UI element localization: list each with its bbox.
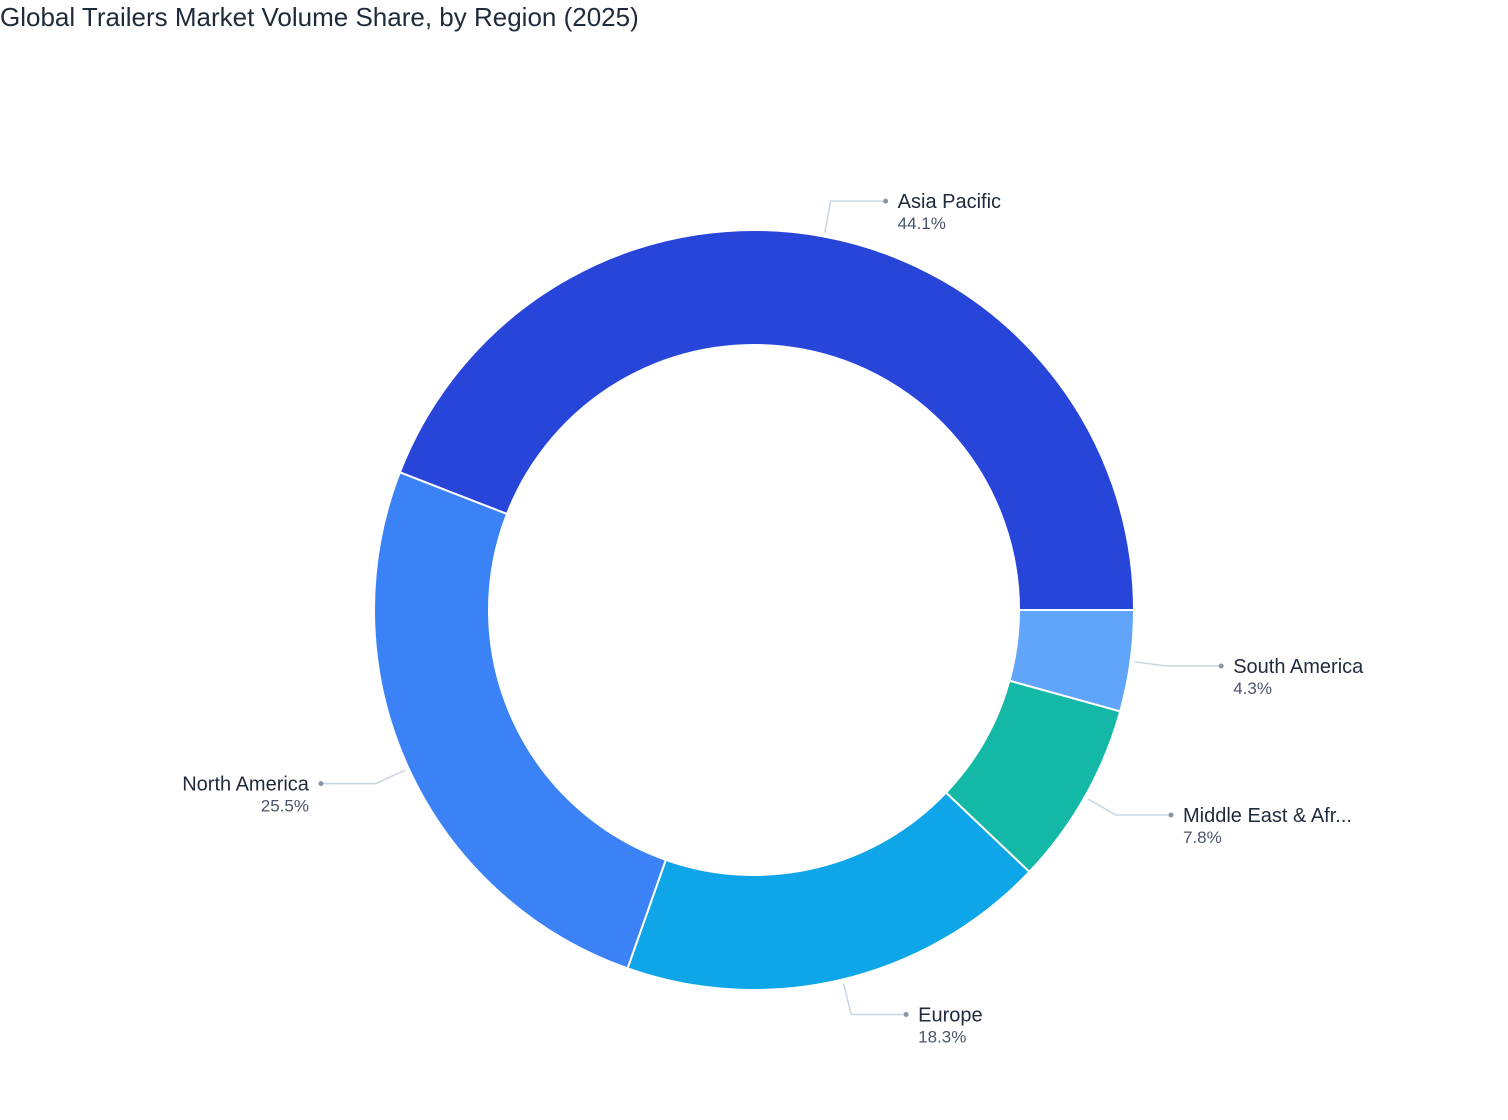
slice-asia-pacific[interactable] <box>398 229 1136 611</box>
leader-line-south-america <box>1134 660 1222 667</box>
leader-line-middle-east-afr <box>1087 798 1171 816</box>
leader-line-north-america <box>320 769 406 785</box>
leader-dot-south-america <box>1218 663 1224 669</box>
leader-lines-group <box>318 198 1224 1018</box>
label-value-south-america: 4.3% <box>1233 679 1272 698</box>
slice-north-america[interactable] <box>373 471 668 970</box>
chart-title: Global Trailers Market Volume Share, by … <box>0 2 639 32</box>
leader-line-europe <box>842 983 907 1016</box>
label-name-north-america: North America <box>182 774 310 796</box>
leader-dot-europe <box>903 1012 909 1018</box>
label-name-middle-east-afr: Middle East & Afr... <box>1183 805 1352 827</box>
leader-dot-middle-east-afr <box>1168 812 1174 818</box>
label-name-asia-pacific: Asia Pacific <box>898 191 1001 213</box>
leader-line-asia-pacific <box>824 200 886 233</box>
label-name-europe: Europe <box>918 1005 983 1027</box>
leader-dot-asia-pacific <box>883 198 889 204</box>
label-value-north-america: 25.5% <box>261 797 309 816</box>
leader-dot-north-america <box>318 781 324 787</box>
label-name-south-america: South America <box>1233 656 1364 678</box>
slices-group <box>373 229 1136 991</box>
label-value-europe: 18.3% <box>918 1028 966 1047</box>
label-value-middle-east-afr: 7.8% <box>1183 828 1222 847</box>
label-value-asia-pacific: 44.1% <box>898 214 946 233</box>
slice-europe[interactable] <box>626 791 1031 991</box>
